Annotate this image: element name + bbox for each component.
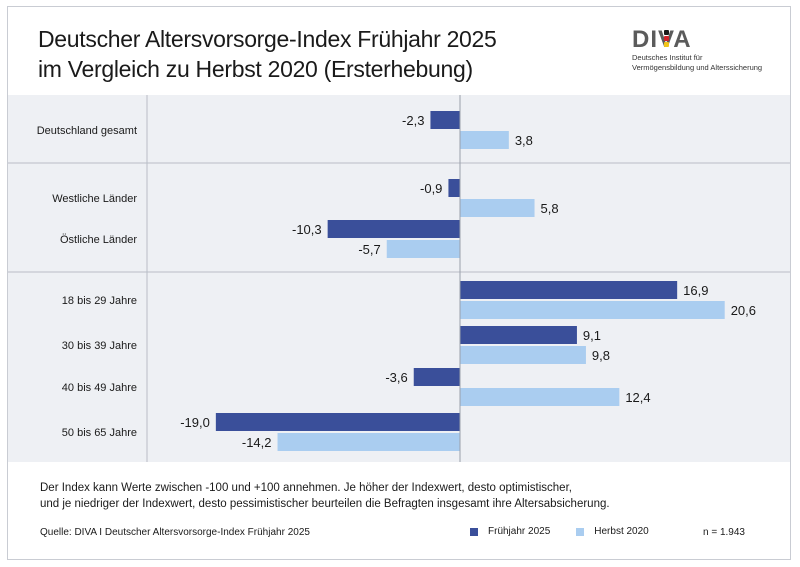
data-label-herbst-2020: 9,8 — [592, 348, 610, 363]
data-label-fruehjahr-2025: 9,1 — [583, 328, 601, 343]
bar-herbst-2020 — [460, 199, 535, 217]
data-label-fruehjahr-2025: -3,6 — [385, 370, 407, 385]
logo-dot-black — [664, 30, 669, 35]
bar-fruehjahr-2025 — [430, 111, 460, 129]
bar-herbst-2020 — [460, 346, 586, 364]
legend-item-herbst-2020: Herbst 2020 — [576, 526, 649, 537]
logo-dot-red — [664, 36, 669, 41]
bar-herbst-2020 — [277, 433, 460, 451]
bar-fruehjahr-2025 — [215, 413, 460, 431]
bar-herbst-2020 — [460, 131, 509, 149]
data-label-herbst-2020: 20,6 — [731, 303, 756, 318]
bar-herbst-2020 — [460, 388, 620, 406]
bar-fruehjahr-2025 — [413, 368, 460, 386]
category-label: 50 bis 65 Jahre — [62, 427, 137, 439]
data-label-herbst-2020: 12,4 — [625, 390, 650, 405]
data-label-fruehjahr-2025: -10,3 — [292, 222, 322, 237]
data-label-herbst-2020: 5,8 — [541, 201, 559, 216]
legend-label-fruehjahr-2025: Frühjahr 2025 — [488, 526, 551, 537]
bar-fruehjahr-2025 — [460, 281, 678, 299]
bar-herbst-2020 — [386, 240, 460, 258]
chart-legend: Frühjahr 2025 Herbst 2020 — [470, 526, 675, 537]
logo-subtitle-line-2: Vermögensbildung und Alterssicherung — [632, 63, 763, 72]
data-label-herbst-2020: -14,2 — [242, 435, 272, 450]
data-label-fruehjahr-2025: -19,0 — [180, 415, 210, 430]
category-label: Östliche Länder — [60, 234, 137, 246]
footnote: Der Index kann Werte zwischen -100 und +… — [40, 480, 760, 512]
bar-fruehjahr-2025 — [327, 220, 460, 238]
chart-title: Deutscher Altersvorsorge-Index Frühjahr … — [38, 24, 598, 84]
legend-item-fruehjahr-2025: Frühjahr 2025 — [470, 526, 550, 537]
legend-swatch-herbst-2020 — [576, 527, 585, 536]
category-label: 18 bis 29 Jahre — [62, 295, 137, 307]
logo-dot-gold — [664, 42, 669, 47]
footnote-line-2: und je niedriger der Indexwert, desto pe… — [40, 498, 610, 510]
data-label-fruehjahr-2025: -2,3 — [402, 113, 424, 128]
category-label: 30 bis 39 Jahre — [62, 340, 137, 352]
title-line-1: Deutscher Altersvorsorge-Index Frühjahr … — [38, 26, 497, 52]
data-label-fruehjahr-2025: -0,9 — [420, 181, 442, 196]
logo-dots — [664, 30, 669, 48]
diva-logo: DIVA Deutsches Institut für Vermögensbil… — [632, 26, 782, 73]
logo-subtitle-line-1: Deutsches Institut für — [632, 53, 703, 62]
category-label: Deutschland gesamt — [37, 125, 137, 137]
legend-label-herbst-2020: Herbst 2020 — [594, 526, 649, 537]
logo-mark: DIVA — [632, 26, 692, 53]
source-note: Quelle: DIVA I Deutscher Altersvorsorge-… — [40, 527, 310, 538]
data-label-herbst-2020: 3,8 — [515, 133, 533, 148]
sample-size: n = 1.943 — [703, 527, 745, 538]
category-label: Westliche Länder — [52, 193, 137, 205]
legend-swatch-fruehjahr-2025 — [470, 527, 478, 536]
bar-fruehjahr-2025 — [448, 179, 460, 197]
chart-panel — [8, 95, 790, 462]
bar-herbst-2020 — [460, 301, 725, 319]
category-label: 40 bis 49 Jahre — [62, 382, 137, 394]
title-line-2: im Vergleich zu Herbst 2020 (Ersterhebun… — [38, 56, 473, 82]
bar-fruehjahr-2025 — [460, 326, 577, 344]
data-label-fruehjahr-2025: 16,9 — [683, 283, 708, 298]
data-label-herbst-2020: -5,7 — [358, 242, 380, 257]
footnote-line-1: Der Index kann Werte zwischen -100 und +… — [40, 482, 572, 494]
